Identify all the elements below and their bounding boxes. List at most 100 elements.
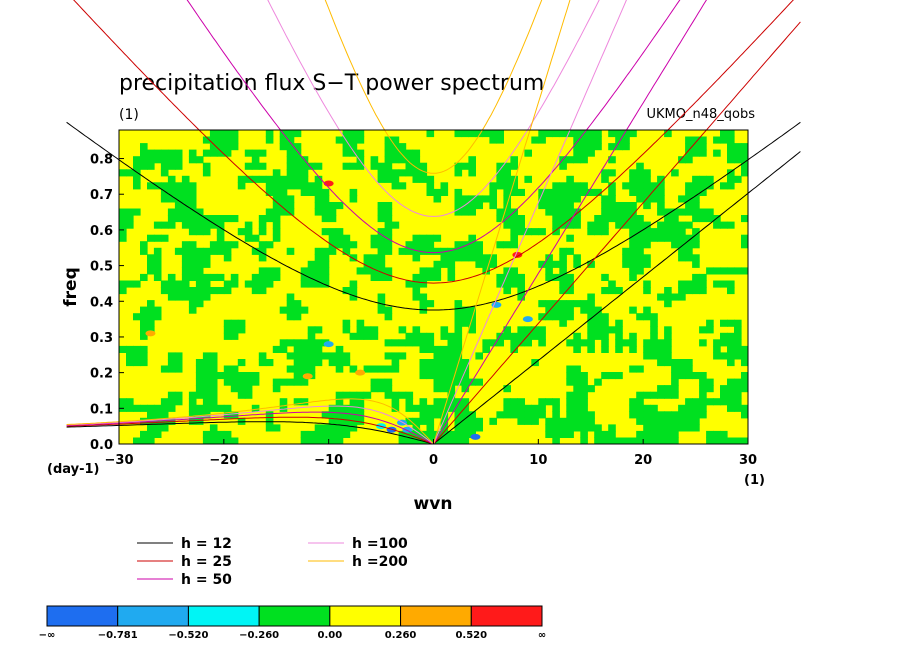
field-cell [216, 215, 225, 223]
field-cell [608, 182, 616, 190]
field-cell [692, 188, 700, 196]
field-cell [734, 352, 742, 360]
field-cell [223, 430, 232, 438]
field-cell [223, 332, 232, 340]
field-cell [454, 300, 463, 308]
field-cell [468, 430, 476, 438]
field-cell [489, 188, 497, 196]
field-cell [133, 345, 141, 353]
field-cell [573, 378, 581, 386]
field-cell [692, 273, 700, 281]
field-cell [377, 306, 386, 314]
field-cell [133, 437, 141, 444]
field-cell [643, 221, 651, 229]
field-cell [566, 365, 574, 373]
field-cell [503, 175, 511, 183]
field-cell [573, 260, 581, 268]
field-cell [119, 215, 127, 223]
field-cell [538, 260, 546, 268]
field-cell [601, 345, 609, 353]
field-cell [587, 221, 595, 229]
field-cell [307, 339, 316, 347]
field-cell [741, 241, 748, 249]
field-cell [328, 247, 337, 255]
field-cell [153, 254, 162, 262]
field-cell [573, 195, 581, 203]
field-cell [384, 208, 393, 216]
field-cell [671, 437, 679, 444]
field-cell [671, 169, 679, 177]
field-cell [566, 202, 574, 210]
field-cell [461, 404, 470, 412]
field-cell [685, 247, 693, 255]
field-cell [223, 404, 232, 412]
field-cell [174, 195, 183, 203]
field-cell [133, 359, 141, 367]
field-cell [398, 326, 407, 334]
field-cell [328, 241, 337, 249]
field-cell [147, 260, 155, 268]
field-cell [398, 430, 407, 438]
field-cell [608, 326, 616, 334]
field-cell [384, 202, 393, 210]
field-cell [440, 417, 449, 425]
field-cell [685, 241, 693, 249]
field-cell [678, 287, 686, 295]
field-cell [615, 130, 623, 138]
field-cell [517, 332, 525, 340]
field-cell [545, 417, 553, 425]
field-cell [398, 437, 407, 444]
field-cell [608, 202, 616, 210]
field-cell [223, 215, 232, 223]
x-tick-label: −30 [105, 453, 134, 468]
field-cell [265, 411, 274, 419]
field-cell [545, 306, 553, 314]
field-cell [209, 385, 218, 393]
field-cell [706, 175, 714, 183]
field-cell [377, 215, 386, 223]
field-cell [727, 136, 735, 144]
field-cell [335, 365, 344, 373]
field-cell [671, 424, 679, 432]
field-cell [391, 359, 400, 367]
field-cell [426, 345, 435, 353]
field-cell [147, 149, 155, 157]
field-cell [153, 411, 162, 419]
field-cell [188, 149, 197, 157]
field-cell [279, 202, 288, 210]
field-cell [685, 398, 693, 406]
field-cell [307, 162, 316, 170]
field-cell [419, 404, 428, 412]
field-cell [517, 404, 525, 412]
field-cell [377, 234, 386, 242]
field-cell [727, 175, 735, 183]
field-cell [440, 437, 449, 444]
field-cell [594, 228, 602, 236]
field-cell [202, 149, 211, 157]
field-cell [636, 417, 644, 425]
field-cell [230, 273, 239, 281]
field-cell [678, 424, 686, 432]
field-cell [706, 398, 714, 406]
field-cell [440, 332, 449, 340]
field-cell [699, 136, 707, 144]
field-cell [622, 437, 630, 444]
field-cell [664, 300, 672, 308]
field-cell [566, 398, 574, 406]
field-cell [342, 234, 351, 242]
field-cell [286, 378, 295, 386]
field-cell [202, 398, 211, 406]
field-cell [342, 287, 351, 295]
field-cell [601, 228, 609, 236]
field-cell [405, 247, 414, 255]
field-cell [307, 273, 316, 281]
field-cell [552, 228, 560, 236]
field-cell [209, 378, 218, 386]
field-cell [657, 385, 665, 393]
field-cell [566, 339, 574, 347]
field-cell [475, 254, 483, 262]
field-cell [335, 241, 344, 249]
field-cell [300, 306, 309, 314]
field-cell [433, 273, 442, 281]
field-cell [230, 136, 239, 144]
